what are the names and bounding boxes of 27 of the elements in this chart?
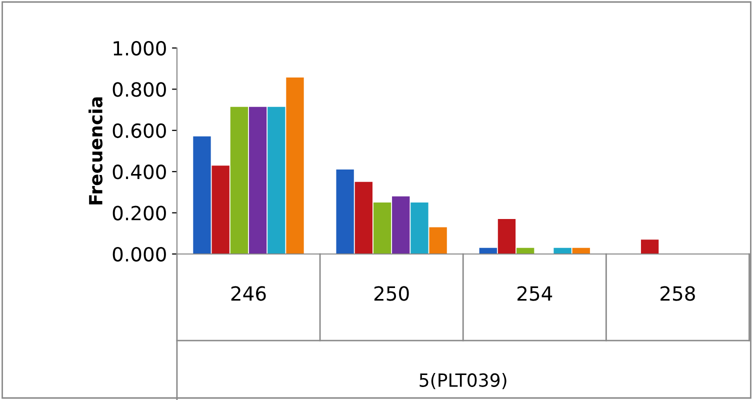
bar [286,77,304,254]
x-axis-title: 5(PLT039) [420,373,506,390]
x-tick-label: 258 [660,286,695,301]
x-tick-label: 246 [231,286,266,301]
y-axis-title: Frecuencia [88,97,103,204]
x-tick-label: 254 [518,286,552,301]
bar [429,227,447,254]
bar [212,166,230,254]
y-tick-label: 0.400 [112,164,166,180]
bar [354,182,372,254]
bar [498,218,516,254]
bar [410,202,428,254]
y-tick-label: 0.000 [112,246,166,262]
y-tick-label: 1.000 [114,40,166,56]
bar [392,196,410,254]
bar [248,106,267,254]
bar [336,170,354,254]
y-tick-label: 0.800 [112,82,166,97]
bar [230,106,248,254]
x-tick-label: 250 [374,286,409,301]
y-tick-label: 0.600 [112,123,166,138]
y-tick-label: 0.200 [112,206,166,220]
bar [193,136,211,254]
bar [640,240,659,254]
bar [554,248,572,254]
bar [268,106,286,254]
bar [373,202,392,254]
